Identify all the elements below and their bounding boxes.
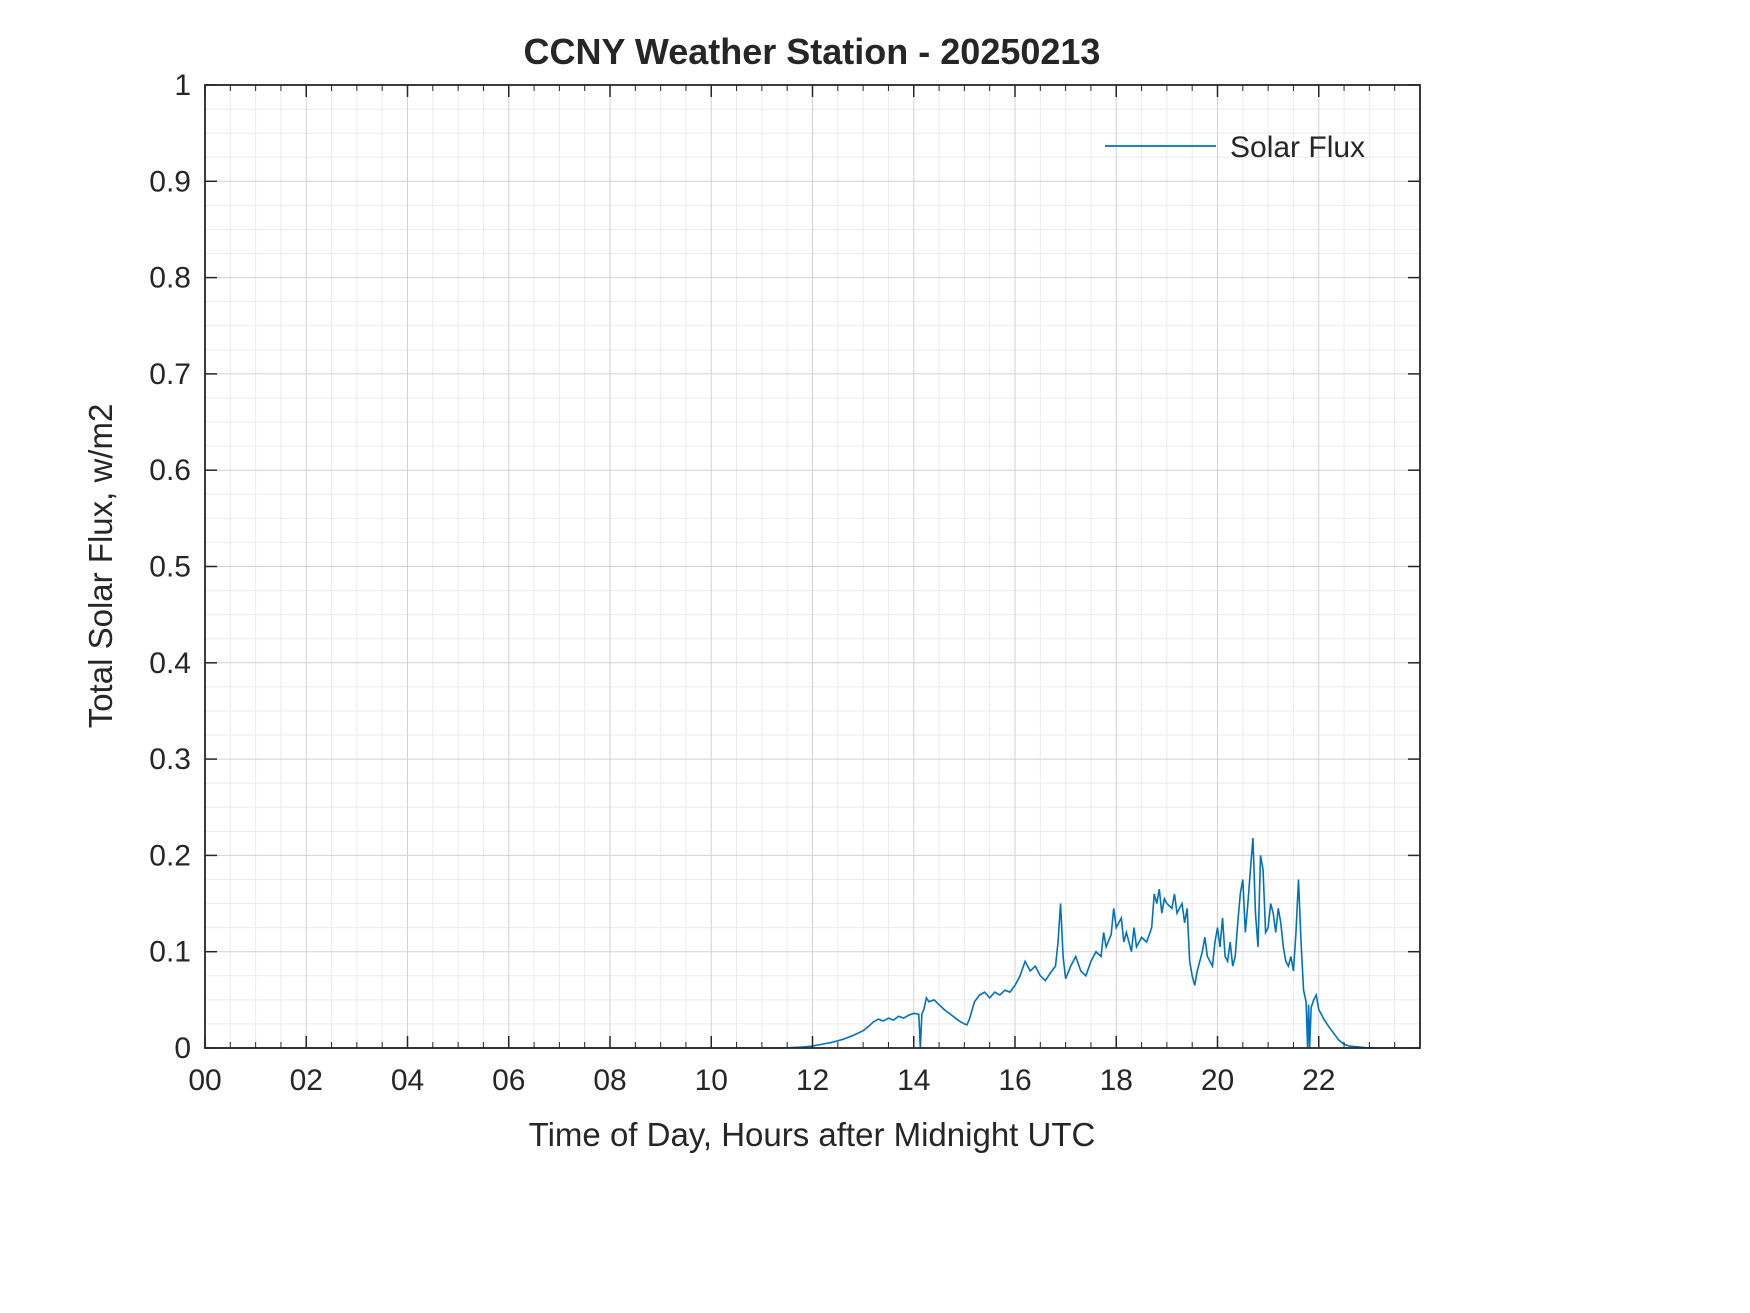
x-tick-label: 18 (1100, 1064, 1133, 1097)
y-tick-label: 0.9 (149, 165, 191, 198)
x-tick-label: 08 (593, 1064, 626, 1097)
y-tick-label: 0.1 (149, 936, 191, 969)
solar-flux-line (205, 838, 1415, 1049)
x-tick-label: 20 (1201, 1064, 1234, 1097)
x-tick-label: 02 (290, 1064, 323, 1097)
legend: Solar Flux (1105, 131, 1365, 164)
x-axis-tick-labels: 00 02 04 06 08 10 12 14 16 18 20 22 (188, 1064, 1335, 1097)
x-tick-label: 00 (188, 1064, 221, 1097)
x-tick-label: 14 (897, 1064, 930, 1097)
y-tick-label: 0.6 (149, 454, 191, 487)
legend-entry-label: Solar Flux (1230, 131, 1365, 164)
y-tick-label: 0.4 (149, 647, 191, 680)
y-tick-label: 0.5 (149, 551, 191, 584)
x-tick-label: 06 (492, 1064, 525, 1097)
y-tick-label: 0.7 (149, 358, 191, 391)
y-axis-label: Total Solar Flux, w/m2 (82, 404, 119, 729)
x-axis-label: Time of Day, Hours after Midnight UTC (529, 1116, 1096, 1153)
y-tick-label: 1 (174, 69, 191, 102)
axis-tick-marks (204, 84, 1421, 1049)
x-tick-label: 12 (796, 1064, 829, 1097)
x-tick-label: 10 (695, 1064, 728, 1097)
x-tick-label: 22 (1302, 1064, 1335, 1097)
y-tick-label: 0.2 (149, 839, 191, 872)
chart-title: CCNY Weather Station - 20250213 (524, 31, 1101, 72)
y-axis-tick-labels: 0 0.1 0.2 0.3 0.4 0.5 0.6 0.7 0.8 0.9 1 (149, 69, 191, 1065)
y-tick-label: 0.8 (149, 262, 191, 295)
grid-major-lines (205, 85, 1420, 1048)
y-tick-label: 0.3 (149, 743, 191, 776)
y-tick-label: 0 (174, 1032, 191, 1065)
x-tick-label: 16 (998, 1064, 1031, 1097)
x-tick-label: 04 (391, 1064, 424, 1097)
